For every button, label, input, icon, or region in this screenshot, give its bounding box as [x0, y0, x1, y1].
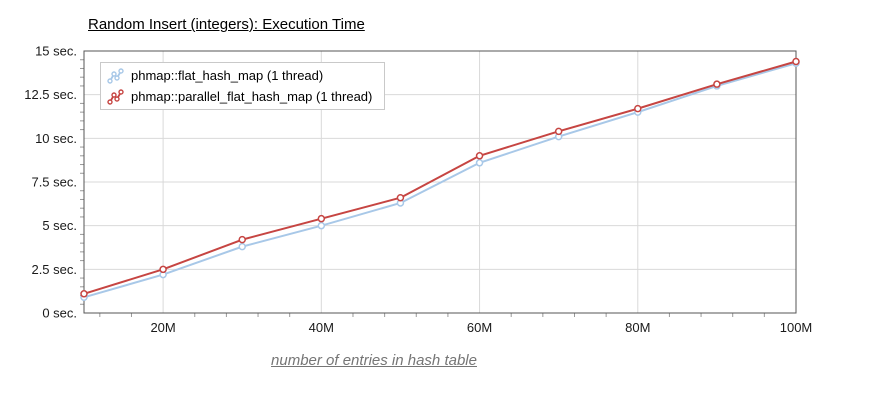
- legend: phmap::flat_hash_map (1 thread)phmap::pa…: [100, 62, 386, 110]
- data-point: [238, 235, 246, 244]
- y-tick-label: 15 sec.: [35, 44, 77, 59]
- x-tick-label: 100M: [780, 320, 813, 335]
- y-tick-label: 0 sec.: [42, 306, 77, 321]
- data-point: [475, 159, 484, 167]
- data-point: [238, 242, 246, 251]
- data-point: [713, 80, 721, 88]
- legend-item: phmap::flat_hash_map (1 thread): [107, 65, 372, 86]
- data-point: [159, 265, 167, 274]
- legend-item-label: phmap::flat_hash_map (1 thread): [131, 68, 324, 83]
- data-point: [475, 152, 484, 160]
- data-point: [634, 104, 642, 113]
- chart-title: Random Insert (integers): Execution Time: [88, 16, 365, 33]
- series-line-icon: [107, 88, 124, 105]
- data-point: [554, 127, 563, 136]
- x-tick-label: 40M: [309, 320, 334, 335]
- y-tick-label: 10 sec.: [35, 131, 77, 146]
- data-point: [317, 221, 326, 230]
- data-point: [317, 214, 326, 223]
- legend-item-label: phmap::parallel_flat_hash_map (1 thread): [131, 89, 373, 104]
- y-tick-label: 7.5 sec.: [31, 175, 77, 190]
- plot-border: [83, 50, 797, 314]
- data-point: [792, 57, 800, 66]
- x-axis-title: number of entries in hash table: [271, 352, 477, 369]
- y-tick-label: 2.5 sec.: [31, 262, 77, 277]
- series-line-1: [83, 60, 797, 295]
- data-point: [80, 290, 88, 298]
- series-line-0: [83, 62, 797, 299]
- y-tick-label: 12.5 sec.: [24, 87, 77, 102]
- y-tick-label: 5 sec.: [42, 218, 77, 233]
- x-tick-label: 20M: [150, 320, 175, 335]
- legend-item: phmap::parallel_flat_hash_map (1 thread): [107, 86, 372, 107]
- x-tick-label: 60M: [467, 320, 492, 335]
- x-tick-label: 80M: [625, 320, 650, 335]
- data-point: [396, 193, 405, 202]
- series-line-icon: [107, 67, 124, 84]
